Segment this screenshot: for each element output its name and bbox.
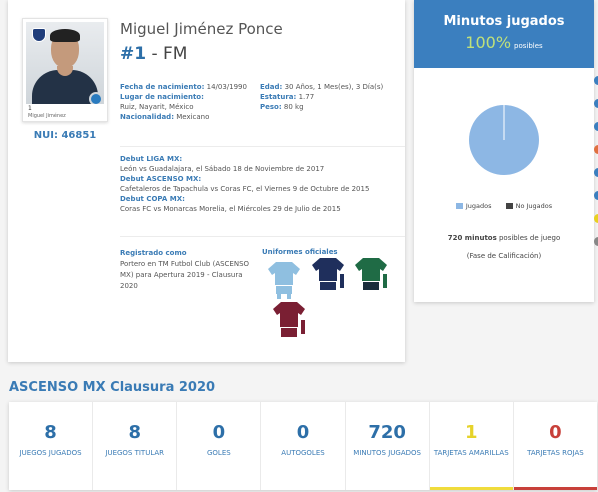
legend-played[interactable]: Jugados xyxy=(455,202,492,210)
legend-played-swatch xyxy=(455,203,463,209)
player-name: Miguel Jiménez Ponce xyxy=(120,20,283,38)
stat-value: 8 xyxy=(128,422,141,443)
season-stats: 8 JUEGOS JUGADOS 8 JUEGOS TITULAR 0 GOLES 0 AUT… xyxy=(9,402,597,490)
weight-label: Peso: xyxy=(260,103,282,111)
stat-label: GOLES xyxy=(207,449,231,457)
side-dot[interactable] xyxy=(594,145,598,154)
side-dot[interactable] xyxy=(594,122,598,131)
stat-tarjetas-rojas: 0 TARJETAS ROJAS xyxy=(513,402,597,490)
divider xyxy=(120,146,405,147)
side-dot[interactable] xyxy=(594,168,598,177)
side-dot[interactable] xyxy=(594,76,598,85)
stat-accent-bar xyxy=(513,487,597,490)
player-photo xyxy=(26,22,104,104)
stat-label: TARJETAS ROJAS xyxy=(527,449,584,457)
stat-juegos-jugados: 8 JUEGOS JUGADOS xyxy=(9,402,94,490)
minutes-header: Minutos jugados 100% posibles xyxy=(414,0,594,68)
nationality-value: Mexicano xyxy=(176,113,210,121)
stat-tarjetas-amarillas: 1 TARJETAS AMARILLAS xyxy=(429,402,514,490)
height-value: 1.77 xyxy=(298,93,315,101)
phase-label: (Fase de Calificación) xyxy=(466,252,542,260)
weight-value: 80 kg xyxy=(283,103,304,111)
birth-place-value: Ruiz, Nayarit, México xyxy=(120,103,194,111)
stat-goles: 0 GOLES xyxy=(177,402,262,490)
age-label: Edad: xyxy=(260,83,283,91)
stat-value: 720 xyxy=(368,422,406,443)
player-details-right: Edad: 30 Años, 1 Mes(es), 3 Día(s) Estat… xyxy=(260,82,410,112)
stat-value: 8 xyxy=(44,422,57,443)
player-photo-card: 1 Miguel Jiménez xyxy=(22,18,108,122)
possible-minutes-text: posibles de juego xyxy=(496,234,561,242)
minutes-title: Minutos jugados xyxy=(443,14,565,29)
registration-label: Registrado como xyxy=(120,249,187,257)
club-crest-icon xyxy=(32,28,46,42)
debuts-section: Debut LIGA MX: León vs Guadalajara, el S… xyxy=(120,154,405,214)
legend-played-label: Jugados xyxy=(465,202,492,210)
player-number-position: #1 - FM xyxy=(120,44,187,64)
navy-uniform-icon xyxy=(312,258,344,290)
registration-value: Portero en TM Futbol Club (ASCENSO MX) p… xyxy=(120,260,250,290)
stat-accent-bar xyxy=(429,487,513,490)
season-title: ASCENSO MX Clausura 2020 xyxy=(9,380,216,395)
stat-autogoles: 0 AUTOGOLES xyxy=(261,402,346,490)
debut-liga-value: León vs Guadalajara, el Sábado 18 de Nov… xyxy=(120,165,325,173)
stat-value: 1 xyxy=(465,422,478,443)
divider xyxy=(120,236,405,237)
stat-label: AUTOGOLES xyxy=(281,449,325,457)
side-dot-strip xyxy=(594,0,598,260)
nationality-label: Nacionalidad: xyxy=(120,113,174,121)
player-position: FM xyxy=(163,44,188,64)
stat-label: JUEGOS JUGADOS xyxy=(19,449,82,457)
stat-label: MINUTOS JUGADOS xyxy=(353,449,421,457)
birth-place-label: Lugar de nacimiento: xyxy=(120,93,204,101)
maroon-uniform-icon xyxy=(273,302,305,337)
birth-date-label: Fecha de nacimiento: xyxy=(120,83,205,91)
player-number: #1 xyxy=(120,44,147,64)
legend-not-played[interactable]: No Jugados xyxy=(505,202,553,210)
debut-liga-label: Debut LIGA MX: xyxy=(120,155,183,163)
light-blue-uniform-icon xyxy=(268,262,300,299)
height-label: Estatura: xyxy=(260,93,297,101)
pie-legend: Jugados No Jugados xyxy=(414,202,594,210)
possible-minutes-value: 720 minutos xyxy=(447,234,497,242)
photo-hair xyxy=(50,29,80,42)
debut-copa-label: Debut COPA MX: xyxy=(120,195,185,203)
side-dot[interactable] xyxy=(594,99,598,108)
stat-label: TARJETAS AMARILLAS xyxy=(433,449,509,457)
minutes-percent: 100% xyxy=(465,33,512,52)
legend-not-played-label: No Jugados xyxy=(515,202,553,210)
player-nui: NUI: 46851 xyxy=(33,130,97,141)
minutes-percent-label: posibles xyxy=(514,42,543,50)
uniforms-title: Uniformes oficiales xyxy=(262,248,338,256)
stat-value: 0 xyxy=(296,422,310,443)
side-dot[interactable] xyxy=(594,237,598,246)
league-badge-icon xyxy=(89,92,103,104)
stat-label: JUEGOS TITULAR xyxy=(105,449,165,457)
stat-value: 0 xyxy=(549,422,562,443)
side-dot[interactable] xyxy=(594,214,598,223)
debut-ascenso-value: Cafetaleros de Tapachula vs Coras FC, el… xyxy=(120,185,370,193)
legend-not-played-swatch xyxy=(505,203,513,209)
player-card: 1 Miguel Jiménez NUI: 46851 Miguel Jimén… xyxy=(8,0,405,362)
side-dot[interactable] xyxy=(594,191,598,200)
stat-juegos-titular: 8 JUEGOS TITULAR xyxy=(93,402,178,490)
number-separator: - xyxy=(146,44,164,64)
registration-section: Registrado como Portero en TM Futbol Clu… xyxy=(120,248,260,292)
debut-ascenso-label: Debut ASCENSO MX: xyxy=(120,175,202,183)
minutes-pie-chart xyxy=(469,105,539,175)
stat-minutos-jugados: 720 MINUTOS JUGADOS xyxy=(346,402,430,490)
minutes-card: Minutos jugados 100% posibles Jugados No … xyxy=(414,0,594,302)
stat-value: 0 xyxy=(212,422,226,443)
debut-copa-value: Coras FC vs Monarcas Morelia, el Miércol… xyxy=(120,205,341,213)
photo-neck xyxy=(57,66,73,76)
age-value: 30 Años, 1 Mes(es), 3 Día(s) xyxy=(284,83,384,91)
possible-minutes: 720 minutos posibles de juego xyxy=(414,234,594,242)
player-details-left: Fecha de nacimiento: 14/03/1990 Lugar de… xyxy=(120,82,295,122)
birth-date-value: 14/03/1990 xyxy=(206,83,247,91)
photo-name: Miguel Jiménez xyxy=(28,113,66,119)
green-uniform-icon xyxy=(355,258,387,290)
photo-number: 1 xyxy=(28,105,32,112)
